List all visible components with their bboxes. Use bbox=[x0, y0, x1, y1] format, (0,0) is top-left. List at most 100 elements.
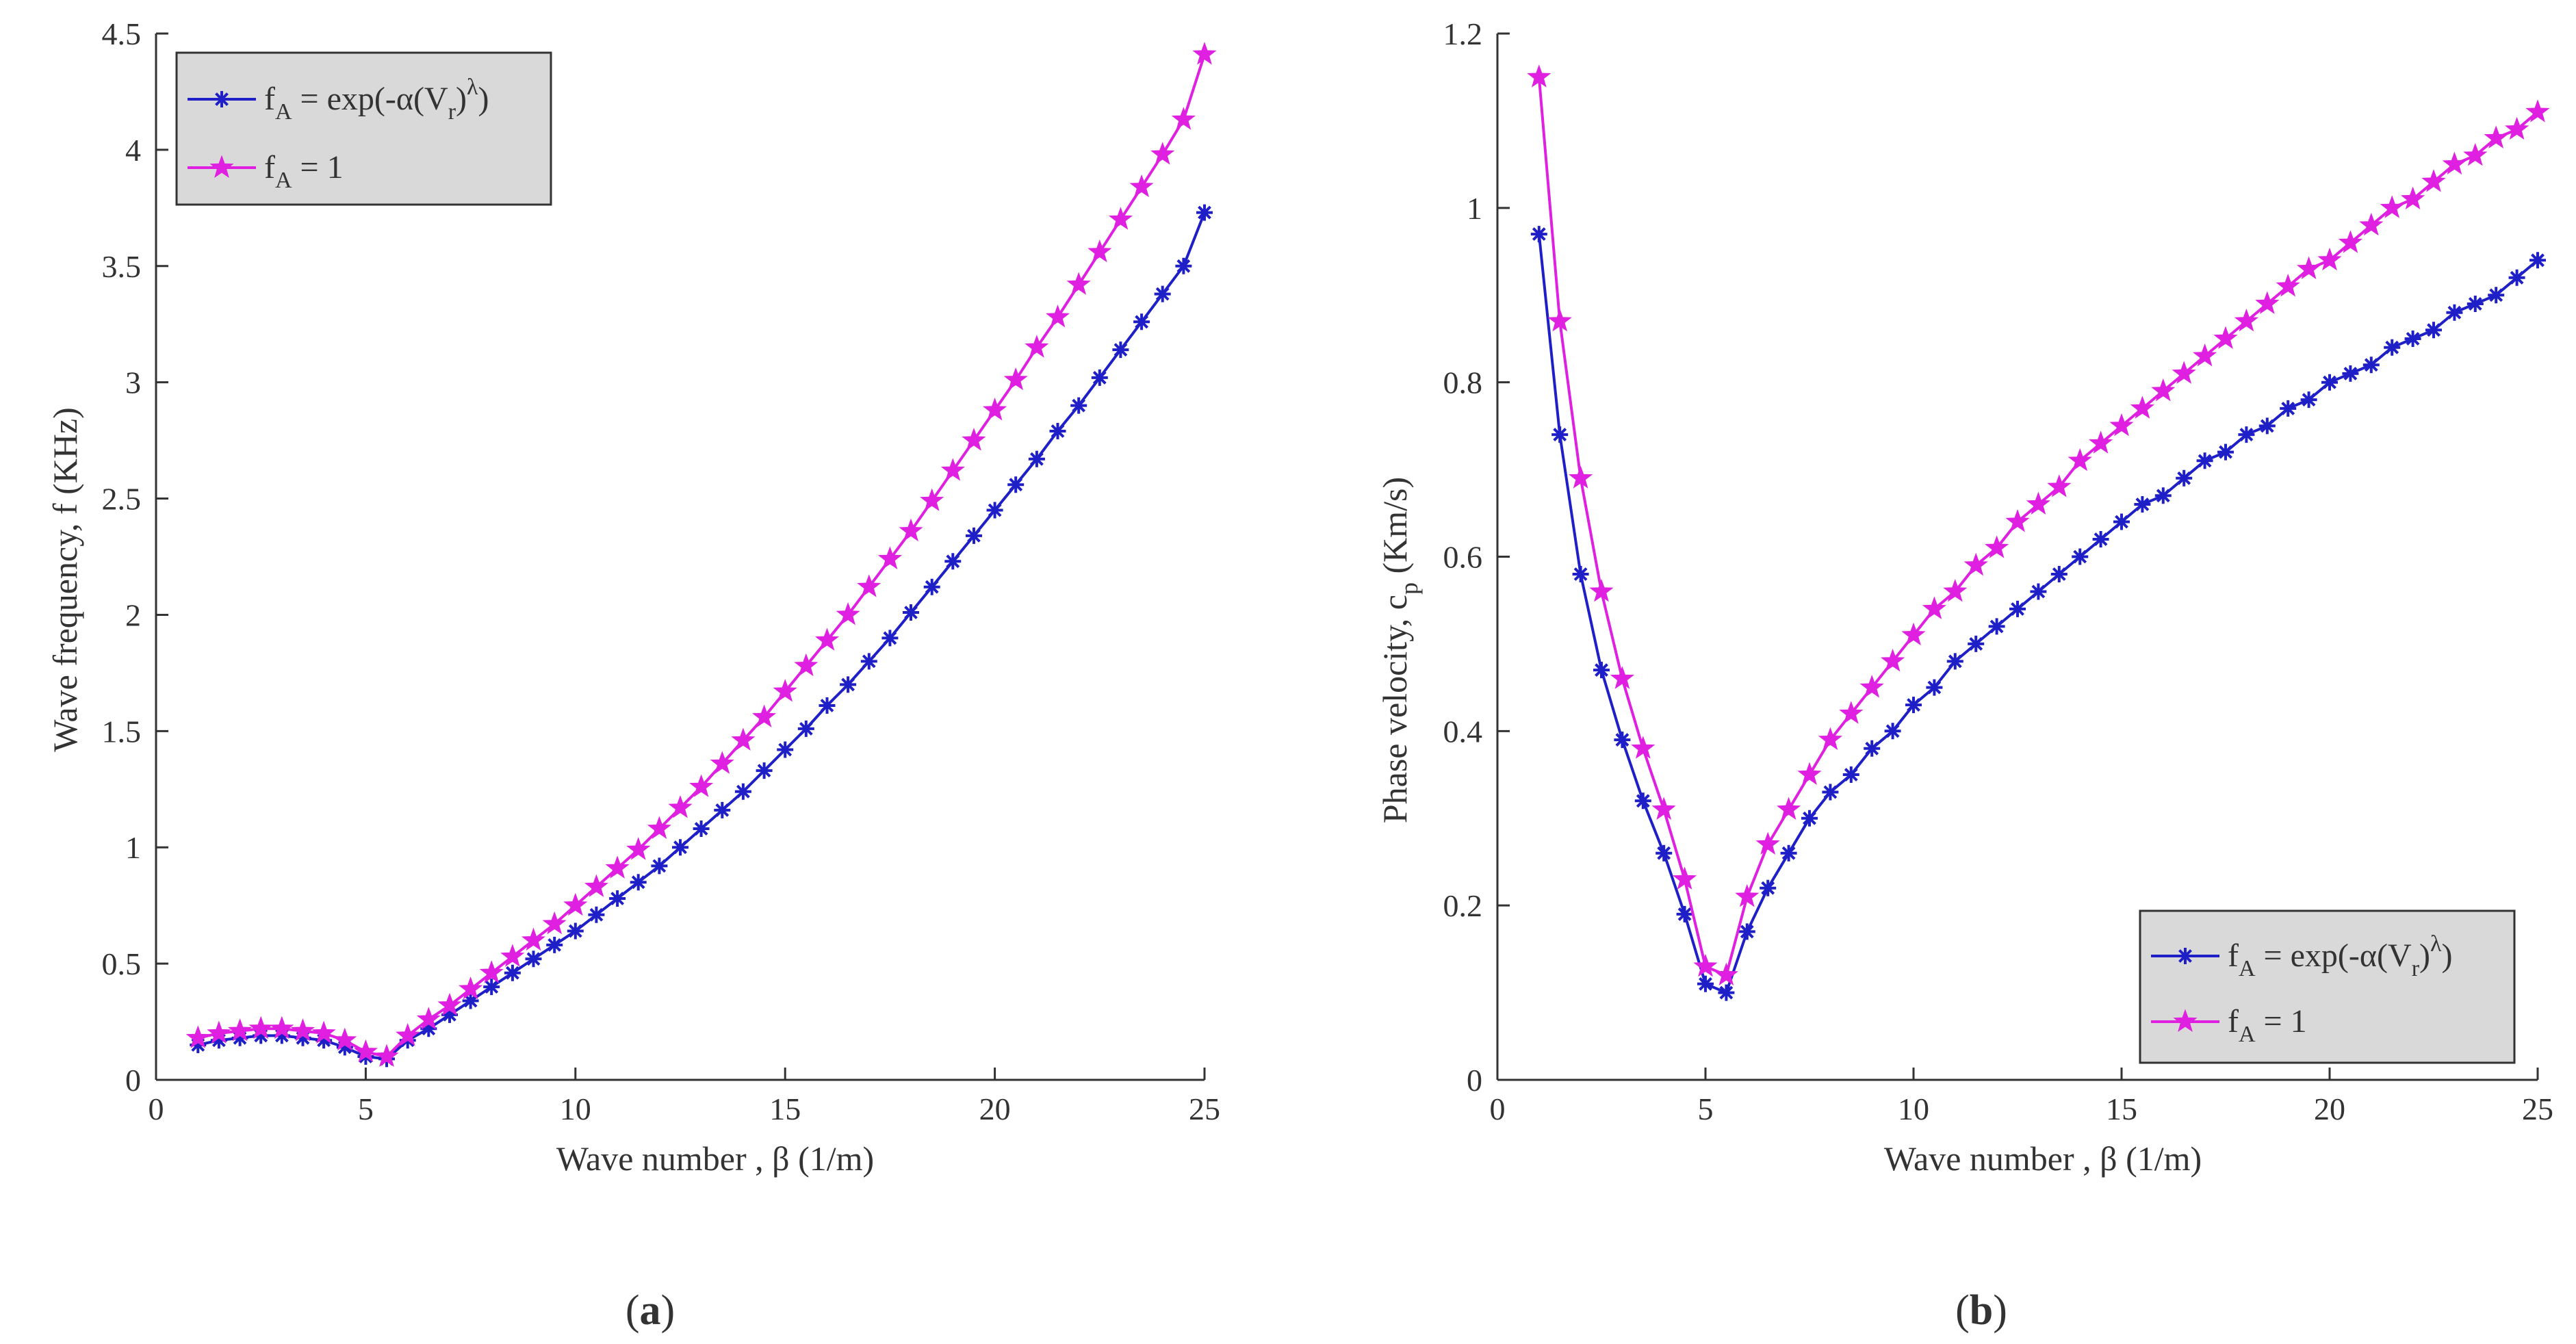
data-point bbox=[584, 874, 608, 897]
data-point bbox=[2525, 99, 2550, 122]
legend-marker-exp-b bbox=[2177, 948, 2193, 964]
y-axis-label-b: Phase velocity, cp (Km/s) bbox=[1376, 477, 1423, 823]
series-markers-one-b bbox=[1527, 64, 2550, 986]
x-axis-label-b: Wave number , β (1/m) bbox=[1884, 1139, 2202, 1178]
y-tick-label-a: 3.5 bbox=[102, 249, 142, 284]
data-point bbox=[228, 1018, 253, 1042]
data-point bbox=[2425, 322, 2442, 339]
data-point bbox=[185, 1025, 210, 1048]
data-point bbox=[1842, 766, 1859, 783]
data-point bbox=[1049, 423, 1066, 439]
x-ticks-a: 0 5 10 15 20 25 bbox=[149, 1068, 1220, 1126]
data-point bbox=[2317, 247, 2342, 271]
legend-label-exp-b: fA = exp(-α(Vr)λ) bbox=[2228, 931, 2452, 981]
data-point bbox=[605, 855, 630, 879]
data-point bbox=[881, 630, 899, 647]
data-point bbox=[2109, 413, 2134, 437]
data-point bbox=[1046, 305, 1070, 328]
data-point bbox=[2404, 331, 2421, 347]
data-point bbox=[190, 1037, 207, 1053]
data-point bbox=[731, 727, 756, 751]
y-tick-label-b: 0.2 bbox=[1443, 888, 1483, 923]
data-point bbox=[248, 1016, 273, 1039]
data-point bbox=[1822, 784, 1839, 801]
data-point bbox=[777, 741, 794, 758]
data-point bbox=[983, 397, 1007, 421]
legend-a: fA = exp(-α(Vr)λ) fA = 1 bbox=[175, 51, 552, 206]
data-point bbox=[1818, 727, 1842, 750]
data-point bbox=[1634, 792, 1651, 810]
x-tick-label-b: 15 bbox=[2106, 1091, 2137, 1126]
legend-label-one-a: fA = 1 bbox=[264, 149, 344, 193]
data-point bbox=[353, 1039, 378, 1063]
data-point bbox=[2068, 448, 2092, 471]
data-point bbox=[1884, 723, 1901, 740]
data-point bbox=[1551, 426, 1569, 443]
data-point bbox=[2234, 309, 2258, 332]
data-point bbox=[940, 458, 965, 481]
data-point bbox=[521, 927, 546, 951]
data-point bbox=[689, 774, 714, 797]
data-point bbox=[2401, 186, 2425, 209]
data-point bbox=[2338, 230, 2362, 253]
data-point bbox=[2026, 491, 2050, 515]
data-point bbox=[2484, 125, 2508, 148]
data-point bbox=[672, 839, 688, 856]
data-point bbox=[1171, 107, 1196, 130]
legend-label-one-b: fA = 1 bbox=[2228, 1003, 2307, 1047]
data-point bbox=[2238, 426, 2255, 443]
data-point bbox=[1154, 285, 1171, 302]
data-point bbox=[923, 578, 940, 595]
data-point bbox=[903, 604, 919, 621]
data-point bbox=[2508, 269, 2525, 286]
data-point bbox=[651, 857, 668, 875]
y-tick-label-b: 1.2 bbox=[1443, 16, 1483, 51]
data-point bbox=[2505, 116, 2529, 140]
x-tick-label-a: 25 bbox=[1189, 1091, 1220, 1126]
data-point bbox=[1133, 313, 1150, 331]
data-point bbox=[2172, 361, 2196, 384]
data-point bbox=[500, 944, 525, 967]
data-point bbox=[1864, 740, 1881, 757]
y-tick-label-a: 2.5 bbox=[102, 482, 142, 517]
y-ticks-a: 0 0.5 1 1.5 2 2.5 3 3.5 4 4.5 bbox=[102, 16, 168, 1098]
data-point bbox=[504, 964, 521, 981]
x-tick-label-a: 20 bbox=[979, 1091, 1011, 1126]
data-point bbox=[1192, 42, 1217, 65]
data-point bbox=[253, 1027, 270, 1044]
data-point bbox=[333, 1027, 357, 1051]
y-ticks-b: 0 0.2 0.4 0.6 0.8 1 1.2 bbox=[1443, 16, 1510, 1098]
data-point bbox=[2151, 378, 2176, 402]
x-tick-label-a: 0 bbox=[149, 1091, 164, 1126]
data-point bbox=[773, 679, 797, 702]
data-point bbox=[273, 1027, 290, 1044]
data-point bbox=[294, 1029, 311, 1046]
data-point bbox=[647, 816, 671, 839]
data-point bbox=[2130, 396, 2154, 419]
data-point bbox=[1091, 369, 1108, 386]
data-point bbox=[290, 1018, 315, 1042]
data-point bbox=[1881, 648, 1905, 672]
data-point bbox=[1175, 257, 1192, 274]
series-markers-one-a bbox=[185, 42, 1217, 1067]
data-point bbox=[626, 837, 651, 860]
data-point bbox=[416, 1007, 441, 1030]
data-point bbox=[567, 922, 584, 940]
data-point bbox=[1859, 675, 1884, 698]
data-point bbox=[2384, 339, 2401, 356]
data-point bbox=[2196, 452, 2213, 469]
data-point bbox=[986, 502, 1003, 519]
y-tick-label-a: 1 bbox=[125, 830, 141, 865]
data-point bbox=[207, 1020, 231, 1044]
y-tick-label-a: 0.5 bbox=[102, 946, 142, 981]
y-tick-label-b: 0 bbox=[1467, 1063, 1482, 1098]
data-point bbox=[1760, 879, 1777, 896]
y-tick-label-a: 2 bbox=[125, 597, 141, 632]
data-point bbox=[1129, 174, 1154, 198]
data-point bbox=[899, 518, 923, 542]
x-axis-label-a: Wave number , β (1/m) bbox=[556, 1139, 874, 1178]
data-point bbox=[462, 992, 479, 1009]
data-point bbox=[525, 951, 542, 968]
data-point bbox=[231, 1029, 248, 1046]
